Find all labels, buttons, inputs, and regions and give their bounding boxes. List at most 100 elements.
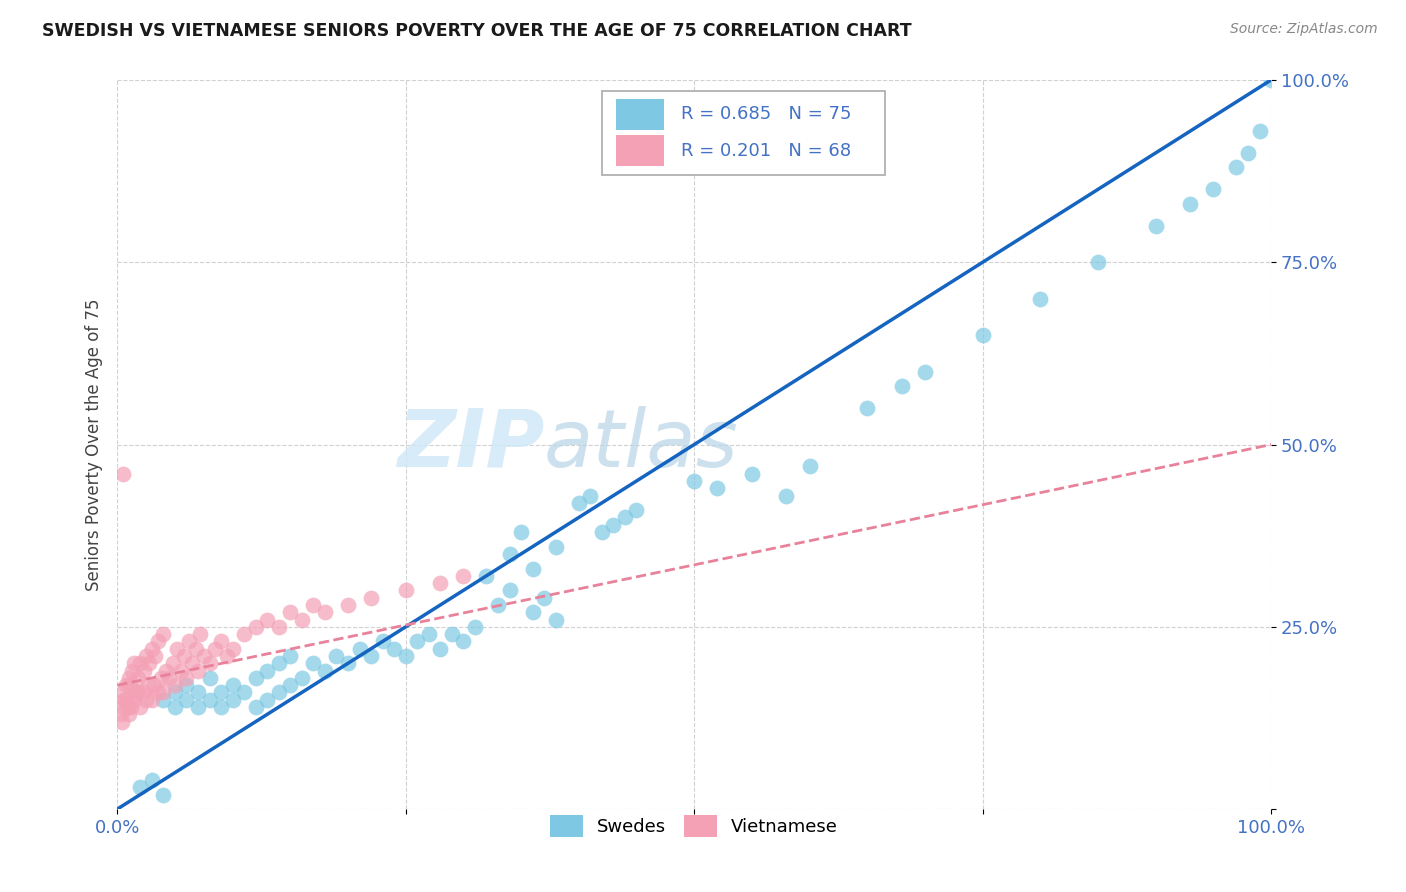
- Point: [406, 634, 429, 648]
- Point: [129, 780, 152, 795]
- Point: [856, 401, 879, 416]
- Point: [453, 569, 475, 583]
- Point: [125, 685, 148, 699]
- Point: [111, 685, 134, 699]
- Point: [278, 678, 301, 692]
- Point: [221, 641, 243, 656]
- Point: [163, 678, 186, 692]
- Legend: Swedes, Vietnamese: Swedes, Vietnamese: [543, 807, 845, 844]
- Text: SWEDISH VS VIETNAMESE SENIORS POVERTY OVER THE AGE OF 75 CORRELATION CHART: SWEDISH VS VIETNAMESE SENIORS POVERTY OV…: [42, 22, 912, 40]
- Point: [177, 634, 200, 648]
- Text: R = 0.685   N = 75: R = 0.685 N = 75: [682, 105, 852, 123]
- Point: [138, 678, 160, 692]
- Point: [118, 707, 141, 722]
- Point: [152, 788, 174, 802]
- Point: [890, 379, 912, 393]
- Point: [1029, 292, 1052, 306]
- Point: [176, 692, 198, 706]
- Point: [141, 772, 163, 787]
- FancyBboxPatch shape: [616, 99, 664, 129]
- Point: [498, 583, 520, 598]
- Point: [291, 671, 314, 685]
- Point: [741, 467, 763, 481]
- Point: [141, 641, 163, 656]
- Point: [371, 634, 394, 648]
- Point: [115, 678, 138, 692]
- Point: [256, 664, 278, 678]
- Point: [1260, 73, 1282, 87]
- Point: [187, 664, 209, 678]
- Point: [110, 707, 132, 722]
- Point: [221, 678, 243, 692]
- Point: [121, 664, 143, 678]
- Point: [163, 685, 186, 699]
- Point: [111, 467, 134, 481]
- Point: [360, 648, 382, 663]
- Point: [193, 648, 215, 663]
- Point: [184, 641, 207, 656]
- Point: [1180, 197, 1202, 211]
- Point: [141, 692, 163, 706]
- Point: [486, 598, 509, 612]
- Point: [325, 648, 347, 663]
- Point: [498, 547, 520, 561]
- Point: [169, 664, 191, 678]
- Point: [124, 692, 146, 706]
- Point: [127, 671, 149, 685]
- Point: [429, 576, 451, 591]
- Text: atlas: atlas: [544, 406, 740, 483]
- Point: [544, 540, 567, 554]
- Point: [204, 641, 226, 656]
- Point: [568, 496, 591, 510]
- Point: [613, 510, 636, 524]
- Point: [1225, 161, 1247, 175]
- Point: [198, 671, 221, 685]
- Point: [176, 671, 198, 685]
- Point: [418, 627, 440, 641]
- Point: [129, 700, 152, 714]
- Point: [267, 657, 290, 671]
- Y-axis label: Seniors Poverty Over the Age of 75: Seniors Poverty Over the Age of 75: [86, 298, 103, 591]
- Point: [111, 714, 134, 729]
- Point: [117, 700, 139, 714]
- Point: [245, 620, 267, 634]
- Point: [278, 648, 301, 663]
- Point: [1144, 219, 1167, 233]
- Point: [1249, 124, 1271, 138]
- Point: [302, 598, 325, 612]
- Point: [267, 685, 290, 699]
- Point: [114, 692, 136, 706]
- Point: [157, 671, 180, 685]
- Point: [1202, 182, 1225, 196]
- Point: [336, 657, 359, 671]
- Point: [176, 678, 198, 692]
- Point: [221, 692, 243, 706]
- Point: [233, 627, 256, 641]
- Point: [146, 634, 169, 648]
- Point: [152, 627, 174, 641]
- Point: [683, 474, 706, 488]
- Point: [302, 657, 325, 671]
- Point: [522, 605, 544, 619]
- Point: [464, 620, 486, 634]
- Point: [166, 641, 188, 656]
- Point: [215, 648, 238, 663]
- Point: [198, 692, 221, 706]
- Point: [131, 685, 153, 699]
- Point: [187, 685, 209, 699]
- Point: [278, 605, 301, 619]
- Point: [591, 524, 613, 539]
- Text: R = 0.201   N = 68: R = 0.201 N = 68: [682, 142, 852, 160]
- Point: [187, 700, 209, 714]
- Point: [314, 605, 336, 619]
- Point: [163, 700, 186, 714]
- Point: [706, 481, 728, 495]
- Point: [544, 613, 567, 627]
- Point: [209, 634, 232, 648]
- Point: [626, 503, 648, 517]
- Point: [152, 692, 174, 706]
- Point: [198, 657, 221, 671]
- Point: [602, 517, 624, 532]
- Point: [155, 664, 177, 678]
- Point: [336, 598, 359, 612]
